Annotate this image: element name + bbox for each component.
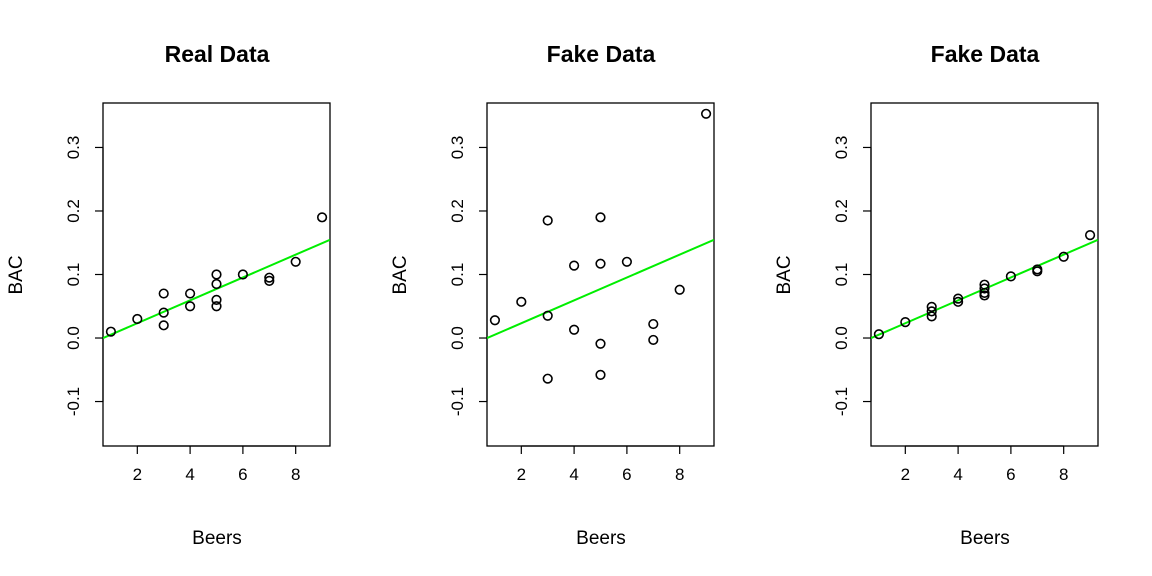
- data-point: [700, 108, 712, 119]
- x-tick-label: 6: [1006, 465, 1015, 484]
- data-point: [290, 256, 301, 267]
- data-point: [621, 256, 632, 267]
- data-point: [1032, 266, 1043, 277]
- panel-fake-data-2: Fake Data Beers BAC 2 4 6 8 -0.1 0.0 0.1 0.2 0.3: [774, 41, 1099, 549]
- x-axis-label: Beers: [192, 528, 242, 549]
- y-tick-label: -0.1: [64, 387, 83, 416]
- data-point: [489, 315, 501, 326]
- regression-line: [487, 238, 714, 339]
- y-tick-label: 0.1: [64, 263, 83, 287]
- data-point: [158, 307, 169, 318]
- x-tick-label: 4: [953, 465, 962, 484]
- data-point: [516, 296, 527, 307]
- x-tick-label: 2: [517, 465, 526, 484]
- x-axis-label: Beers: [576, 528, 626, 549]
- y-tick-label: 0.0: [448, 326, 467, 350]
- data-point: [648, 318, 659, 330]
- data-point: [569, 324, 580, 335]
- data-point: [595, 258, 606, 269]
- panel-fake-data-1: Fake Data Beers BAC 2 4 6 8 -0.1 0.0 0.1 0.2 0.3: [390, 41, 715, 549]
- y-tick-label: 0.1: [448, 263, 467, 287]
- panel-title: Fake Data: [931, 41, 1040, 67]
- panel-title: Real Data: [165, 41, 270, 67]
- data-point: [211, 269, 222, 280]
- y-tick-label: 0.0: [832, 326, 851, 350]
- y-tick-label: 0.1: [832, 263, 851, 287]
- data-point: [953, 293, 964, 304]
- data-point: [211, 294, 222, 306]
- data-point: [648, 334, 659, 346]
- data-point: [1084, 230, 1096, 241]
- y-tick-label: 0.3: [832, 136, 851, 160]
- panel-title: Fake Data: [547, 41, 656, 67]
- data-point: [979, 283, 990, 294]
- data-point: [873, 329, 885, 340]
- y-tick-label: 0.3: [64, 136, 83, 160]
- data-point: [542, 215, 553, 226]
- y-tick-label: -0.1: [448, 387, 467, 416]
- data-point: [1005, 271, 1016, 282]
- y-axis-label: BAC: [774, 255, 795, 294]
- data-point: [979, 290, 990, 301]
- data-point: [900, 317, 911, 328]
- data-point: [185, 288, 196, 299]
- data-point: [674, 284, 685, 295]
- x-tick-label: 4: [185, 465, 194, 484]
- x-tick-label: 8: [1059, 465, 1068, 484]
- x-tick-label: 8: [675, 465, 684, 484]
- data-point: [185, 301, 196, 312]
- data-point: [237, 269, 248, 280]
- y-tick-label: 0.0: [64, 326, 83, 350]
- data-point: [569, 260, 580, 271]
- plot-frame: [102, 102, 331, 447]
- y-tick-label: 0.3: [448, 136, 467, 160]
- data-point: [926, 311, 937, 322]
- y-tick-label: 0.2: [832, 199, 851, 223]
- data-point: [953, 296, 964, 307]
- x-tick-label: 4: [569, 465, 578, 484]
- y-tick-label: 0.2: [448, 199, 467, 223]
- data-point: [264, 275, 275, 286]
- data-point: [211, 301, 222, 312]
- data-point: [211, 278, 222, 290]
- x-tick-label: 2: [901, 465, 910, 484]
- data-point: [1058, 251, 1069, 262]
- x-tick-label: 2: [133, 465, 142, 484]
- data-point: [105, 326, 117, 337]
- x-axis-label: Beers: [960, 528, 1010, 549]
- data-point: [595, 212, 606, 223]
- data-point: [264, 272, 275, 283]
- x-tick-label: 8: [291, 465, 300, 484]
- data-point: [316, 212, 328, 223]
- data-point: [926, 301, 937, 312]
- x-tick-label: 6: [238, 465, 247, 484]
- data-point: [132, 313, 143, 325]
- panel-real-data: Real Data Beers BAC 2 4 6 8 -0.1 0.0 0.1 0.2 0.3: [6, 41, 331, 549]
- y-axis-label: BAC: [6, 255, 27, 294]
- plot-frame: [870, 102, 1099, 447]
- x-tick-label: 6: [622, 465, 631, 484]
- plot-frame: [486, 102, 715, 447]
- data-point: [595, 338, 606, 349]
- y-tick-label: 0.2: [64, 199, 83, 223]
- data-point: [158, 320, 169, 331]
- data-point: [926, 306, 937, 317]
- y-axis-label: BAC: [390, 255, 411, 294]
- data-point: [542, 373, 553, 384]
- data-point: [542, 310, 553, 321]
- data-point: [595, 369, 606, 380]
- data-point: [158, 288, 169, 299]
- y-tick-label: -0.1: [832, 387, 851, 416]
